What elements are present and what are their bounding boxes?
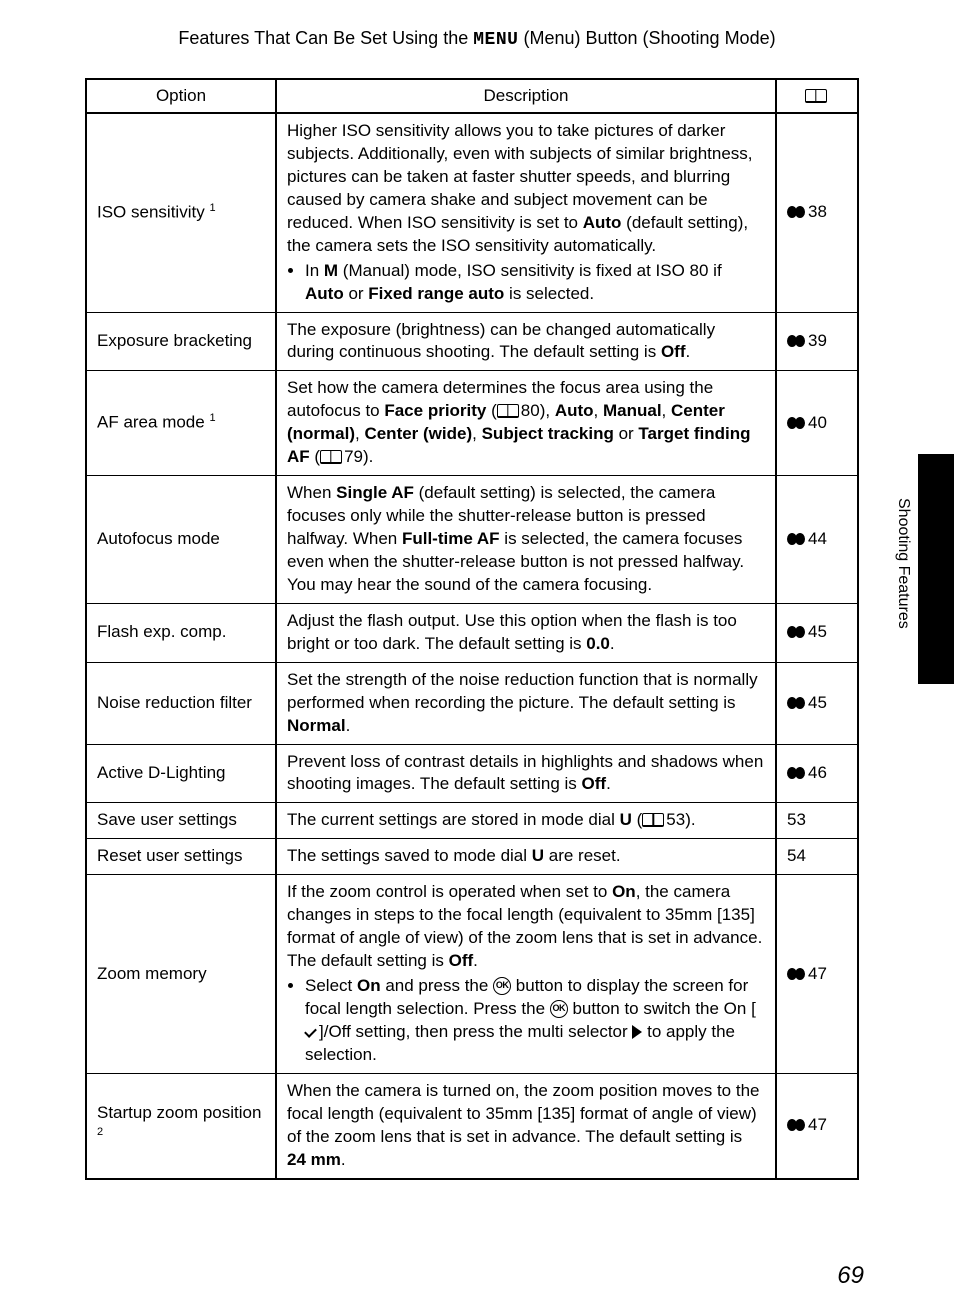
reference-cell: 47 — [776, 875, 858, 1074]
table-row: Active D-LightingPrevent loss of contras… — [86, 744, 858, 803]
check-icon — [305, 1025, 319, 1039]
ok-icon — [493, 977, 511, 995]
table-row: ISO sensitivity 1Higher ISO sensitivity … — [86, 113, 858, 312]
section-ref-icon — [787, 533, 807, 545]
title-prefix: Features That Can Be Set Using the — [178, 28, 473, 48]
list-item: In M (Manual) mode, ISO sensitivity is f… — [305, 260, 765, 306]
reference-cell: 40 — [776, 371, 858, 476]
table-row: Zoom memoryIf the zoom control is operat… — [86, 875, 858, 1074]
description-cell: Prevent loss of contrast details in high… — [276, 744, 776, 803]
section-ref-icon — [787, 968, 807, 980]
options-table: Option Description ISO sensitivity 1High… — [85, 78, 859, 1180]
reference-cell: 54 — [776, 839, 858, 875]
option-cell: Active D-Lighting — [86, 744, 276, 803]
option-cell: Zoom memory — [86, 875, 276, 1074]
col-header-option: Option — [86, 79, 276, 113]
section-tab — [918, 454, 954, 684]
description-cell: When the camera is turned on, the zoom p… — [276, 1073, 776, 1178]
section-ref-icon — [787, 626, 807, 638]
table-row: Reset user settingsThe settings saved to… — [86, 839, 858, 875]
description-cell: When Single AF (default setting) is sele… — [276, 476, 776, 604]
table-row: Exposure bracketingThe exposure (brightn… — [86, 312, 858, 371]
description-cell: Adjust the flash output. Use this option… — [276, 603, 776, 662]
list-item: Select On and press the button to displa… — [305, 975, 765, 1067]
description-cell: Set the strength of the noise reduction … — [276, 662, 776, 744]
reference-cell: 38 — [776, 113, 858, 312]
section-ref-icon — [787, 697, 807, 709]
section-label: Shooting Features — [894, 498, 912, 629]
title-suffix: (Menu) Button (Shooting Mode) — [518, 28, 775, 48]
section-ref-icon — [787, 417, 807, 429]
book-icon — [805, 89, 827, 103]
option-cell: Save user settings — [86, 803, 276, 839]
description-cell: The current settings are stored in mode … — [276, 803, 776, 839]
reference-cell: 47 — [776, 1073, 858, 1178]
description-cell: The settings saved to mode dial U are re… — [276, 839, 776, 875]
page-number: 69 — [837, 1262, 864, 1290]
option-cell: Startup zoom position 2 — [86, 1073, 276, 1178]
option-cell: Exposure bracketing — [86, 312, 276, 371]
option-cell: Noise reduction filter — [86, 662, 276, 744]
triangle-right-icon — [632, 1025, 642, 1039]
book-icon — [320, 450, 342, 464]
description-cell: Set how the camera determines the focus … — [276, 371, 776, 476]
description-cell: Higher ISO sensitivity allows you to tak… — [276, 113, 776, 312]
table-row: Noise reduction filterSet the strength o… — [86, 662, 858, 744]
option-cell: ISO sensitivity 1 — [86, 113, 276, 312]
table-row: Flash exp. comp.Adjust the flash output.… — [86, 603, 858, 662]
option-cell: Reset user settings — [86, 839, 276, 875]
book-icon — [642, 813, 664, 827]
table-row: Startup zoom position 2When the camera i… — [86, 1073, 858, 1178]
table-row: Autofocus modeWhen Single AF (default se… — [86, 476, 858, 604]
option-cell: Autofocus mode — [86, 476, 276, 604]
section-ref-icon — [787, 767, 807, 779]
reference-cell: 46 — [776, 744, 858, 803]
reference-cell: 44 — [776, 476, 858, 604]
reference-cell: 45 — [776, 662, 858, 744]
ok-icon — [550, 1000, 568, 1018]
section-ref-icon — [787, 206, 807, 218]
section-ref-icon — [787, 1119, 807, 1131]
col-header-reference — [776, 79, 858, 113]
book-icon — [497, 404, 519, 418]
description-cell: If the zoom control is operated when set… — [276, 875, 776, 1074]
table-row: Save user settingsThe current settings a… — [86, 803, 858, 839]
reference-cell: 45 — [776, 603, 858, 662]
table-row: AF area mode 1Set how the camera determi… — [86, 371, 858, 476]
reference-cell: 39 — [776, 312, 858, 371]
col-header-description: Description — [276, 79, 776, 113]
option-cell: AF area mode 1 — [86, 371, 276, 476]
option-cell: Flash exp. comp. — [86, 603, 276, 662]
description-cell: The exposure (brightness) can be changed… — [276, 312, 776, 371]
page-title: Features That Can Be Set Using the MENU … — [0, 0, 954, 66]
title-menu-word: MENU — [473, 30, 518, 50]
section-ref-icon — [787, 335, 807, 347]
reference-cell: 53 — [776, 803, 858, 839]
